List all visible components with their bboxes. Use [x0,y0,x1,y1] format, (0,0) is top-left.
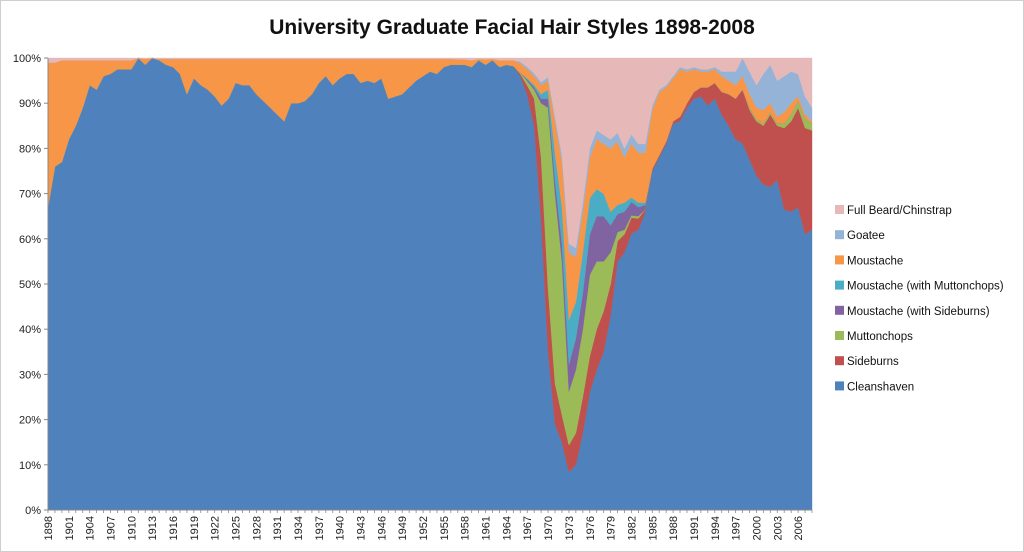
x-tick-label: 1982 [626,516,638,540]
legend-swatch [835,356,844,366]
x-tick-label: 1970 [543,516,555,540]
legend-label: Moustache [847,255,903,267]
y-tick-label: 90% [19,98,41,110]
legend-swatch [835,205,844,214]
chart-title: University Graduate Facial Hair Styles 1… [269,16,755,39]
legend-label: Cleanshaven [847,381,914,393]
x-tick-label: 1934 [293,516,305,540]
x-tick-label: 1952 [418,516,430,540]
legend: Full Beard/Chinstrap Goatee Moustache Moust… [835,205,1004,393]
x-tick-label: 1997 [731,516,743,540]
x-tick-label: 1913 [147,516,159,540]
area-full-beard-chinstrap [47,57,813,249]
x-tick-label: 1922 [210,516,222,540]
x-tick-label: 1988 [668,516,680,540]
x-tick-label: 1943 [356,516,368,540]
x-tick-label: 1961 [481,516,493,540]
x-tick-label: 1931 [272,516,284,540]
y-tick-label: 30% [19,369,41,381]
x-tick-label: 1976 [585,516,597,540]
x-tick-label: 1949 [397,516,409,540]
x-tick-label: 1910 [126,516,138,540]
x-tick-label: 1994 [710,516,722,540]
x-tick-label: 2000 [751,516,763,540]
y-tick-label: 80% [19,143,41,155]
legend-swatch [835,230,844,240]
x-tick-label: 1937 [314,516,326,540]
y-tick-label: 40% [19,324,41,336]
x-tick-label: 1919 [189,516,201,540]
x-tick-label: 1916 [168,516,180,540]
x-tick-label: 1991 [689,516,701,540]
legend-label: Sideburns [847,356,899,368]
x-tick-label: 1967 [522,516,534,540]
x-tick-label: 1898 [43,516,55,540]
x-tick-label: 1928 [251,516,263,540]
x-tick-label: 1955 [439,516,451,540]
legend-swatch [835,305,844,315]
x-tick-label: 1925 [231,516,243,540]
x-tick-label: 1973 [564,516,576,540]
x-tick-label: 1964 [501,516,513,540]
x-tick-label: 1946 [376,516,388,540]
x-tick-label: 2003 [772,516,784,540]
legend-swatch [835,381,844,391]
legend-label: Full Beard/Chinstrap [847,205,952,217]
legend-label: Goatee [847,230,885,242]
y-tick-label: 100% [13,53,41,65]
x-tick-label: 1904 [85,516,97,540]
legend-label: Moustache (with Muttonchops) [847,281,1004,293]
legend-swatch [835,331,844,340]
legend-swatch [835,280,844,290]
legend-label: Muttonchops [847,331,913,343]
x-tick-label: 1940 [335,516,347,540]
x-tick-label: 1907 [106,516,118,540]
y-tick-label: 20% [19,415,41,427]
y-tick-label: 60% [19,234,41,246]
x-tick-label: 1985 [647,516,659,540]
legend-swatch [835,255,844,265]
x-tick-label: 2006 [793,516,805,540]
y-tick-label: 0% [25,505,41,517]
x-tick-label: 1958 [460,516,472,540]
y-tick-label: 10% [19,460,41,472]
area-layer [47,57,813,511]
area-cleanshaven [47,57,813,511]
x-tick-label: 1901 [64,516,76,540]
legend-label: Moustache (with Sideburns) [847,306,990,318]
y-tick-label: 70% [19,189,41,201]
x-tick-label: 1979 [606,516,618,540]
axes-layer: 0% 10% 20% 30% 40% 50% 60% 70% 80% 90% 100% 1898 190… [13,53,813,540]
y-tick-label: 50% [19,279,41,291]
